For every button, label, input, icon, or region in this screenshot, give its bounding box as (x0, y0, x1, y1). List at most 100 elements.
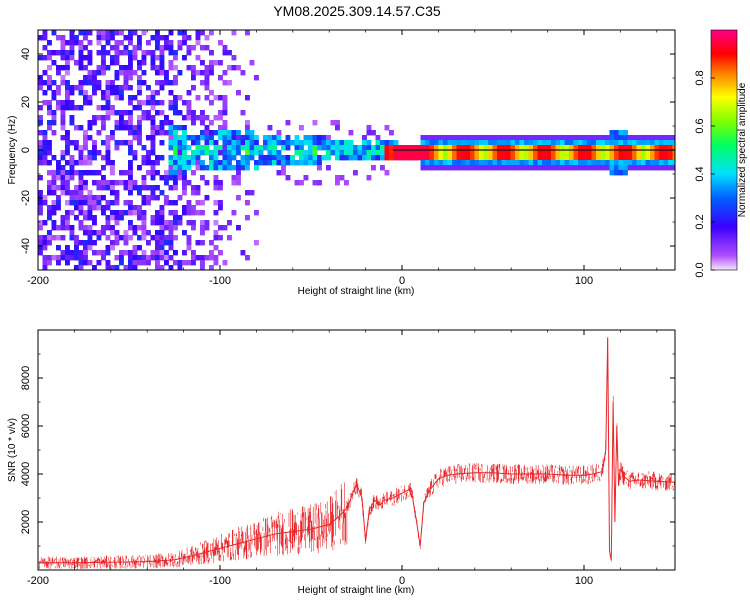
spectrogram-cell (96, 260, 102, 266)
spectrogram-cell (87, 120, 93, 126)
spectrogram-cell (443, 140, 448, 146)
spectrogram-cell (528, 165, 534, 171)
spectrogram-cell (51, 120, 57, 126)
spectrogram-cell (51, 110, 57, 116)
spectrogram-cell (510, 165, 516, 171)
spectrogram-cell (150, 150, 156, 156)
spectrogram-cell (96, 180, 102, 186)
spectrogram-cell (249, 130, 255, 136)
spectrogram-cell (582, 135, 588, 141)
spectrogram-cell (51, 235, 57, 241)
spectrogram-cell (614, 145, 619, 151)
spectrogram-cell (294, 150, 300, 156)
spectrogram-cell (83, 35, 88, 41)
spectrogram-cell (263, 140, 268, 146)
spectrogram-cell (65, 175, 70, 181)
spectrogram-cell (335, 155, 340, 161)
spectrogram-cell (560, 135, 565, 141)
spectrogram-cell (159, 125, 165, 131)
spectrogram-cell (546, 145, 552, 151)
spectrogram-cell (245, 140, 250, 146)
spectrogram-cell (123, 185, 129, 191)
spectrogram-cell (105, 215, 111, 221)
spectrogram-cell (213, 235, 219, 241)
spectrogram-cell (488, 140, 493, 146)
spectrogram-cell (114, 200, 120, 206)
spectrogram-cell (177, 110, 183, 116)
spectrogram-cell (488, 165, 493, 171)
spectrogram-cell (618, 135, 624, 141)
spectrogram-cell (573, 140, 579, 146)
spectrogram-cell (146, 95, 151, 101)
spectrogram-cell (200, 70, 205, 76)
spectrogram-cell (519, 135, 525, 141)
spectrogram-cell (506, 160, 511, 166)
spectrogram-cell (47, 75, 52, 81)
spectrogram-cell (222, 70, 228, 76)
spectrogram-cell (65, 225, 70, 231)
spectrogram-cell (78, 220, 84, 226)
spectrogram-cell (56, 260, 61, 266)
spectrogram-cell (245, 145, 250, 151)
spectrogram-cell (402, 145, 408, 151)
spectrogram-cell (312, 160, 318, 166)
spectrogram-cell (618, 145, 624, 151)
spectrogram-cell (470, 160, 475, 166)
spectrogram-cell (96, 115, 102, 121)
spectrogram-cell (600, 135, 606, 141)
spectrogram-cell (83, 155, 88, 161)
spectrogram-cell (537, 145, 543, 151)
spectrogram-cell (137, 245, 142, 251)
spectrogram-cell (146, 195, 151, 201)
spectrogram-cell (60, 120, 66, 126)
spectrogram-cell (348, 150, 354, 156)
spectrogram-cell (236, 130, 241, 136)
spectrogram-cell (614, 135, 619, 141)
spectrogram-cell (101, 95, 106, 101)
spectrogram-cell (438, 150, 444, 156)
spectrogram-cell (128, 235, 133, 241)
spectrogram-cell (200, 115, 205, 121)
spectrogram-cell (641, 160, 646, 166)
spectrogram-cell (51, 50, 57, 56)
spectrogram-cell (272, 145, 277, 151)
spectrogram-cell (231, 130, 237, 136)
spectrogram-cell (560, 150, 565, 156)
spectrogram-cell (114, 210, 120, 216)
spectrogram-cell (146, 260, 151, 266)
spectrogram-cell (132, 45, 138, 51)
spectrogram-cell (128, 165, 133, 171)
spectrogram-cell (96, 65, 102, 71)
spectrogram-cell (195, 150, 201, 156)
spectrogram-cell (366, 155, 372, 161)
spectrogram-cell (69, 85, 75, 91)
spectrogram-cell (456, 160, 462, 166)
spectrogram-cell (164, 240, 169, 246)
spectrogram-cell (132, 210, 138, 216)
spectrogram-cell (204, 125, 210, 131)
spectrogram-cell (96, 150, 102, 156)
spectrogram-cell (209, 240, 214, 246)
spectrogram-cell (132, 155, 138, 161)
spectrogram-cell (663, 135, 669, 141)
spectrogram-cell (434, 155, 439, 161)
spectrogram-cell (528, 155, 534, 161)
spectrogram-cell (105, 155, 111, 161)
spectrogram-cell (200, 225, 205, 231)
spectrogram-cell (182, 125, 187, 131)
spectrogram-cell (123, 200, 129, 206)
spectrogram-cell (573, 160, 579, 166)
spectrogram-cell (587, 160, 592, 166)
spectrogram-cell (177, 175, 183, 181)
spectrogram-cell (69, 210, 75, 216)
spectrogram-cell (582, 145, 588, 151)
spectrogram-cell (177, 135, 183, 141)
spectrogram-cell (47, 55, 52, 61)
spectrogram-cell (402, 155, 408, 161)
spectrogram-cell (182, 150, 187, 156)
spectrogram-cell (78, 265, 84, 270)
spectrogram-cell (587, 135, 592, 141)
spectrogram-cell (38, 220, 43, 226)
spectrogram-cell (560, 140, 565, 146)
spectrogram-cell (236, 160, 241, 166)
